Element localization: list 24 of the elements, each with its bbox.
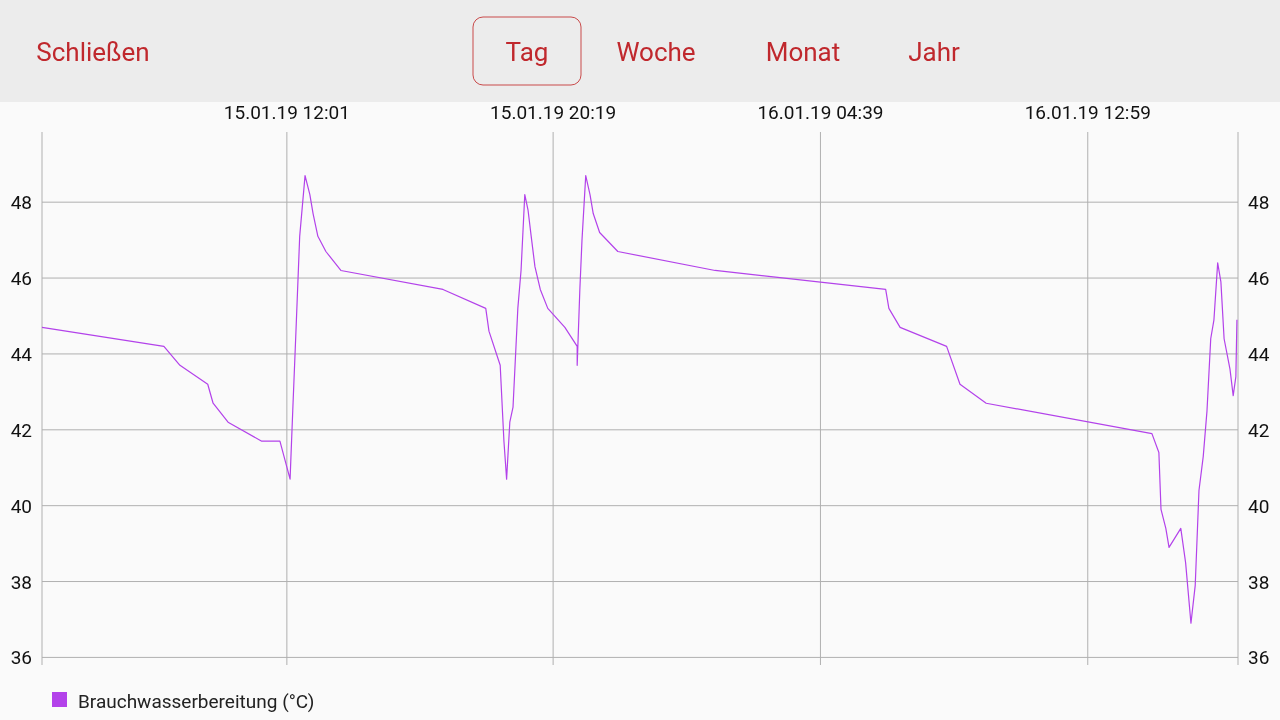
text: Tag bbox=[505, 37, 549, 67]
text: Jahr bbox=[908, 37, 960, 67]
y2-tick-label: 46 bbox=[1248, 267, 1270, 291]
y2-tick-label: 36 bbox=[1248, 646, 1270, 670]
x-tick-label: 16.01.19 04:39 bbox=[757, 101, 884, 124]
text: Woche bbox=[616, 37, 696, 67]
y-tick-label: 42 bbox=[10, 418, 32, 442]
text: Schließen bbox=[36, 37, 150, 67]
y-tick-label: 46 bbox=[10, 267, 32, 291]
y-tick-label: 36 bbox=[10, 646, 32, 670]
y-tick-label: 40 bbox=[10, 494, 32, 518]
x-tick-label: 16.01.19 12:59 bbox=[1024, 101, 1151, 124]
y2-tick-label: 44 bbox=[1248, 342, 1270, 366]
y2-tick-label: 38 bbox=[1248, 570, 1270, 594]
x-tick-label: 15.01.19 12:01 bbox=[223, 101, 350, 124]
y-tick-label: 38 bbox=[10, 570, 32, 594]
x-tick-label: 15.01.19 20:19 bbox=[490, 101, 617, 124]
legend-label: Brauchwasserbereitung (°C) bbox=[78, 690, 315, 713]
y-tick-label: 48 bbox=[10, 191, 32, 215]
y2-tick-label: 48 bbox=[1248, 191, 1270, 215]
text: Monat bbox=[765, 37, 841, 67]
y2-tick-label: 40 bbox=[1248, 494, 1270, 518]
y2-tick-label: 42 bbox=[1248, 418, 1270, 442]
y-tick-label: 44 bbox=[10, 342, 33, 366]
